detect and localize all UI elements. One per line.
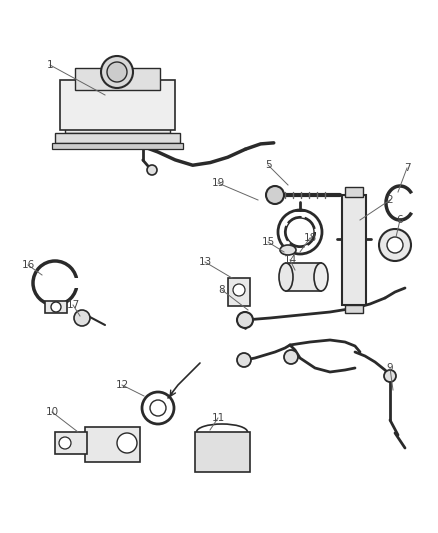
Circle shape [117, 433, 137, 453]
Bar [55, 432, 87, 454]
Text: 19: 19 [212, 178, 225, 188]
Text: 9: 9 [387, 363, 393, 373]
Circle shape [51, 302, 61, 312]
Text: 10: 10 [46, 407, 59, 417]
Text: 8: 8 [219, 285, 225, 295]
Ellipse shape [279, 263, 293, 291]
Bar [60, 80, 175, 130]
Text: 16: 16 [21, 260, 35, 270]
Bar [75, 68, 160, 90]
Bar [286, 263, 321, 291]
Circle shape [147, 165, 157, 175]
Circle shape [233, 284, 245, 296]
Text: 15: 15 [261, 237, 275, 247]
Bar [52, 143, 183, 149]
Circle shape [107, 62, 127, 82]
Circle shape [384, 370, 396, 382]
Bar [345, 187, 363, 197]
Bar [85, 427, 140, 462]
Text: 18: 18 [304, 233, 317, 243]
Text: 11: 11 [212, 413, 225, 423]
Circle shape [266, 186, 284, 204]
Circle shape [74, 310, 90, 326]
Circle shape [379, 229, 411, 261]
Text: 6: 6 [397, 215, 403, 225]
Circle shape [284, 350, 298, 364]
Bar [45, 301, 67, 313]
Bar [55, 133, 180, 143]
Text: 12: 12 [115, 380, 129, 390]
Bar [50, 278, 80, 288]
Circle shape [237, 353, 251, 367]
Circle shape [101, 56, 133, 88]
Ellipse shape [280, 245, 296, 255]
Text: 1: 1 [47, 60, 53, 70]
Circle shape [237, 312, 253, 328]
Bar [195, 432, 250, 472]
Bar [345, 305, 363, 313]
Bar [342, 195, 366, 305]
Circle shape [59, 437, 71, 449]
Text: 13: 13 [198, 257, 212, 267]
Text: 7: 7 [404, 163, 410, 173]
Circle shape [387, 237, 403, 253]
Bar [65, 115, 170, 133]
Text: 5: 5 [265, 160, 271, 170]
Ellipse shape [314, 263, 328, 291]
Text: 17: 17 [67, 300, 80, 310]
Bar [228, 278, 250, 306]
Text: 2: 2 [387, 195, 393, 205]
Text: 14: 14 [283, 255, 297, 265]
